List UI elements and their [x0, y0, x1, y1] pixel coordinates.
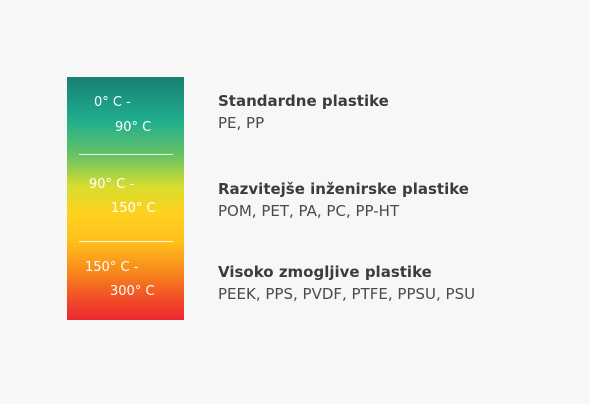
category-title: Standardne plastike: [218, 92, 389, 110]
category-engineering-plastics: Razvitejše inženirske plastike POM, PET,…: [218, 182, 469, 219]
category-title: Razvitejše inženirske plastike: [218, 180, 469, 198]
band-1-range-end: 90° C: [115, 120, 152, 135]
category-high-performance-plastics: Visoko zmogljive plastike PEEK, PPS, PVD…: [218, 265, 475, 302]
category-standard-plastics: Standardne plastike PE, PP: [218, 94, 389, 131]
band-divider-2: [79, 241, 173, 242]
band-2-range-end: 150° C: [111, 201, 156, 216]
band-2-range-start: 90° C -: [89, 177, 135, 192]
temperature-gradient-bar: 0° C - 90° C 90° C - 150° C 150° C - 300…: [67, 77, 184, 320]
category-materials: PEEK, PPS, PVDF, PTFE, PPSU, PSU: [218, 285, 476, 303]
band-3-range-start: 150° C -: [85, 260, 139, 275]
band-divider-1: [79, 154, 173, 155]
category-materials: POM, PET, PA, PC, PP-HT: [218, 202, 400, 220]
band-3-range-end: 300° C: [110, 284, 155, 299]
category-materials: PE, PP: [218, 114, 265, 132]
band-1-range-start: 0° C -: [94, 95, 131, 110]
category-title: Visoko zmogljive plastike: [218, 263, 432, 281]
